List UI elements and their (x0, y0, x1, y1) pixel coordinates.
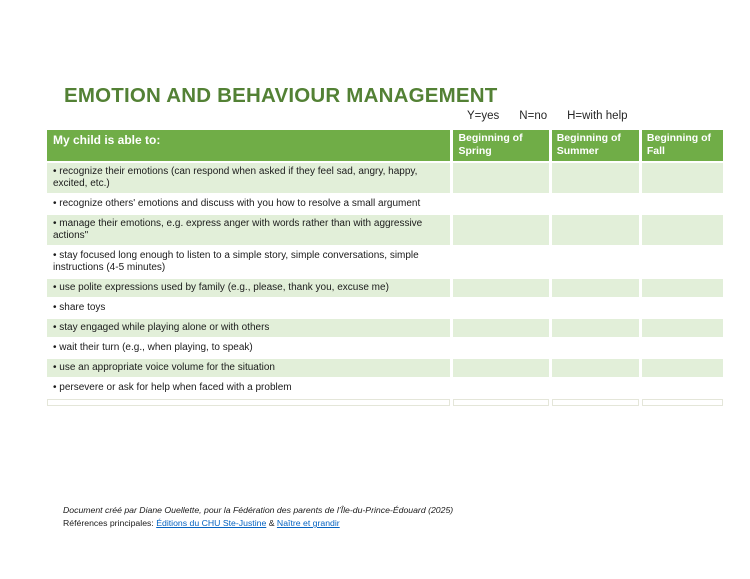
table-row: • manage their emotions, e.g. express an… (47, 215, 723, 245)
answer-cell-summer (551, 319, 639, 337)
answer-cell-summer (551, 359, 639, 377)
table-row-empty (47, 399, 723, 406)
table-row: • use polite expressions used by family … (47, 279, 723, 297)
answer-cell-spring (453, 279, 549, 297)
task-cell: • use an appropriate voice volume for th… (47, 359, 451, 377)
answer-cell-spring (453, 399, 549, 406)
answer-cell-summer (551, 279, 639, 297)
answer-cell-summer (551, 215, 639, 245)
page-title: EMOTION AND BEHAVIOUR MANAGEMENT (64, 84, 498, 107)
answer-cell-fall (641, 279, 723, 297)
answer-key-legend: Y=yes N=no H=with help (467, 110, 628, 122)
task-cell: • recognize their emotions (can respond … (47, 163, 451, 193)
answer-cell-fall (641, 247, 723, 277)
task-cell: • use polite expressions used by family … (47, 279, 451, 297)
table-row: • share toys (47, 299, 723, 317)
answer-cell-summer (551, 247, 639, 277)
answer-cell-fall (641, 359, 723, 377)
reference-link-chu-ste-justine[interactable]: Éditions du CHU Ste-Justine (156, 518, 267, 529)
answer-cell-summer (551, 379, 639, 397)
answer-cell-summer (551, 299, 639, 317)
answer-cell-summer (551, 163, 639, 193)
answer-cell-spring (453, 359, 549, 377)
answer-cell-spring (453, 339, 549, 357)
task-cell: • share toys (47, 299, 451, 317)
table-row: • use an appropriate voice volume for th… (47, 359, 723, 377)
table-row: • recognize others' emotions and discuss… (47, 195, 723, 213)
answer-cell-summer (551, 399, 639, 406)
header-task-column: My child is able to: (47, 130, 451, 161)
references-separator: & (266, 518, 277, 529)
answer-cell-fall (641, 163, 723, 193)
table-row: • persevere or ask for help when faced w… (47, 379, 723, 397)
task-cell: • recognize others' emotions and discuss… (47, 195, 451, 213)
answer-cell-fall (641, 399, 723, 406)
answer-cell-fall (641, 299, 723, 317)
answer-cell-fall (641, 215, 723, 245)
references-line: Références principales: Éditions du CHU … (63, 517, 453, 530)
credit-line: Document créé par Diane Ouellette, pour … (63, 505, 454, 515)
answer-cell-fall (641, 379, 723, 397)
answer-cell-fall (641, 319, 723, 337)
references-prefix: Références principales: (63, 518, 157, 529)
table-row: • stay focused long enough to listen to … (47, 247, 723, 277)
reference-link-naitre-et-grandir[interactable]: Naître et grandir (276, 518, 340, 529)
task-cell: • stay engaged while playing alone or wi… (47, 319, 451, 337)
task-cell: • wait their turn (e.g., when playing, t… (47, 339, 451, 357)
answer-cell-summer (551, 339, 639, 357)
header-summer-column: Beginning of Summer (551, 130, 639, 161)
legend-yes: Y=yes (467, 110, 500, 122)
answer-cell-spring (453, 163, 549, 193)
header-fall-column: Beginning of Fall (641, 130, 723, 161)
table-row: • wait their turn (e.g., when playing, t… (47, 339, 723, 357)
answer-cell-spring (453, 215, 549, 245)
task-cell: • persevere or ask for help when faced w… (47, 379, 451, 397)
table-row: • stay engaged while playing alone or wi… (47, 319, 723, 337)
header-spring-column: Beginning of Spring (453, 130, 549, 161)
table-row: • recognize their emotions (can respond … (47, 163, 723, 193)
answer-cell-spring (453, 379, 549, 397)
table-header-row: My child is able to: Beginning of Spring… (47, 130, 723, 161)
legend-no: N=no (519, 110, 548, 122)
answer-cell-fall (641, 339, 723, 357)
legend-with-help: H=with help (567, 110, 628, 122)
answer-cell-spring (453, 319, 549, 337)
answer-cell-spring (453, 195, 549, 213)
task-cell: • manage their emotions, e.g. express an… (47, 215, 451, 245)
answer-cell-spring (453, 247, 549, 277)
task-cell (47, 399, 451, 406)
answer-cell-fall (641, 195, 723, 213)
task-cell: • stay focused long enough to listen to … (47, 247, 451, 277)
emotion-behaviour-checklist-table: My child is able to: Beginning of Spring… (44, 128, 726, 408)
answer-cell-spring (453, 299, 549, 317)
document-footer: Document créé par Diane Ouellette, pour … (63, 504, 453, 530)
answer-cell-summer (551, 195, 639, 213)
